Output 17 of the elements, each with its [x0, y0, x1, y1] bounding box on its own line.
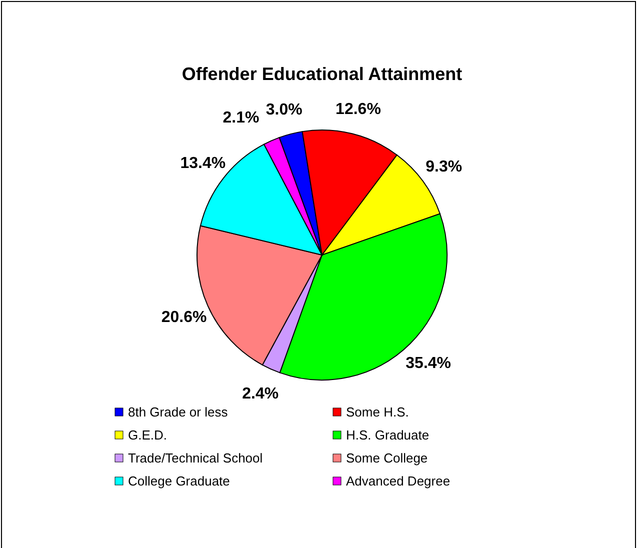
legend-label: Advanced Degree	[346, 474, 450, 489]
legend-label: Some College	[346, 450, 428, 466]
data-label: 20.6%	[161, 309, 207, 326]
data-label: 2.1%	[222, 109, 260, 126]
chart-title: Offender Educational Attainment	[182, 64, 462, 84]
data-label: 3.0%	[266, 101, 302, 118]
data-label: 35.4%	[406, 354, 452, 372]
legend-label: College Graduate	[128, 474, 230, 489]
legend-label: H.S. Graduate	[346, 428, 430, 443]
data-label: 12.6%	[336, 101, 381, 118]
legend-label: 8th Grade or less	[128, 404, 228, 420]
data-label: 2.4%	[242, 385, 279, 402]
legend-label: Some H.S.	[346, 404, 409, 420]
legend-label: Trade/Technical School	[128, 450, 263, 466]
data-label: 9.3%	[426, 158, 462, 176]
legend-label: G.E.D.	[128, 428, 168, 443]
data-label: 13.4%	[180, 154, 226, 172]
